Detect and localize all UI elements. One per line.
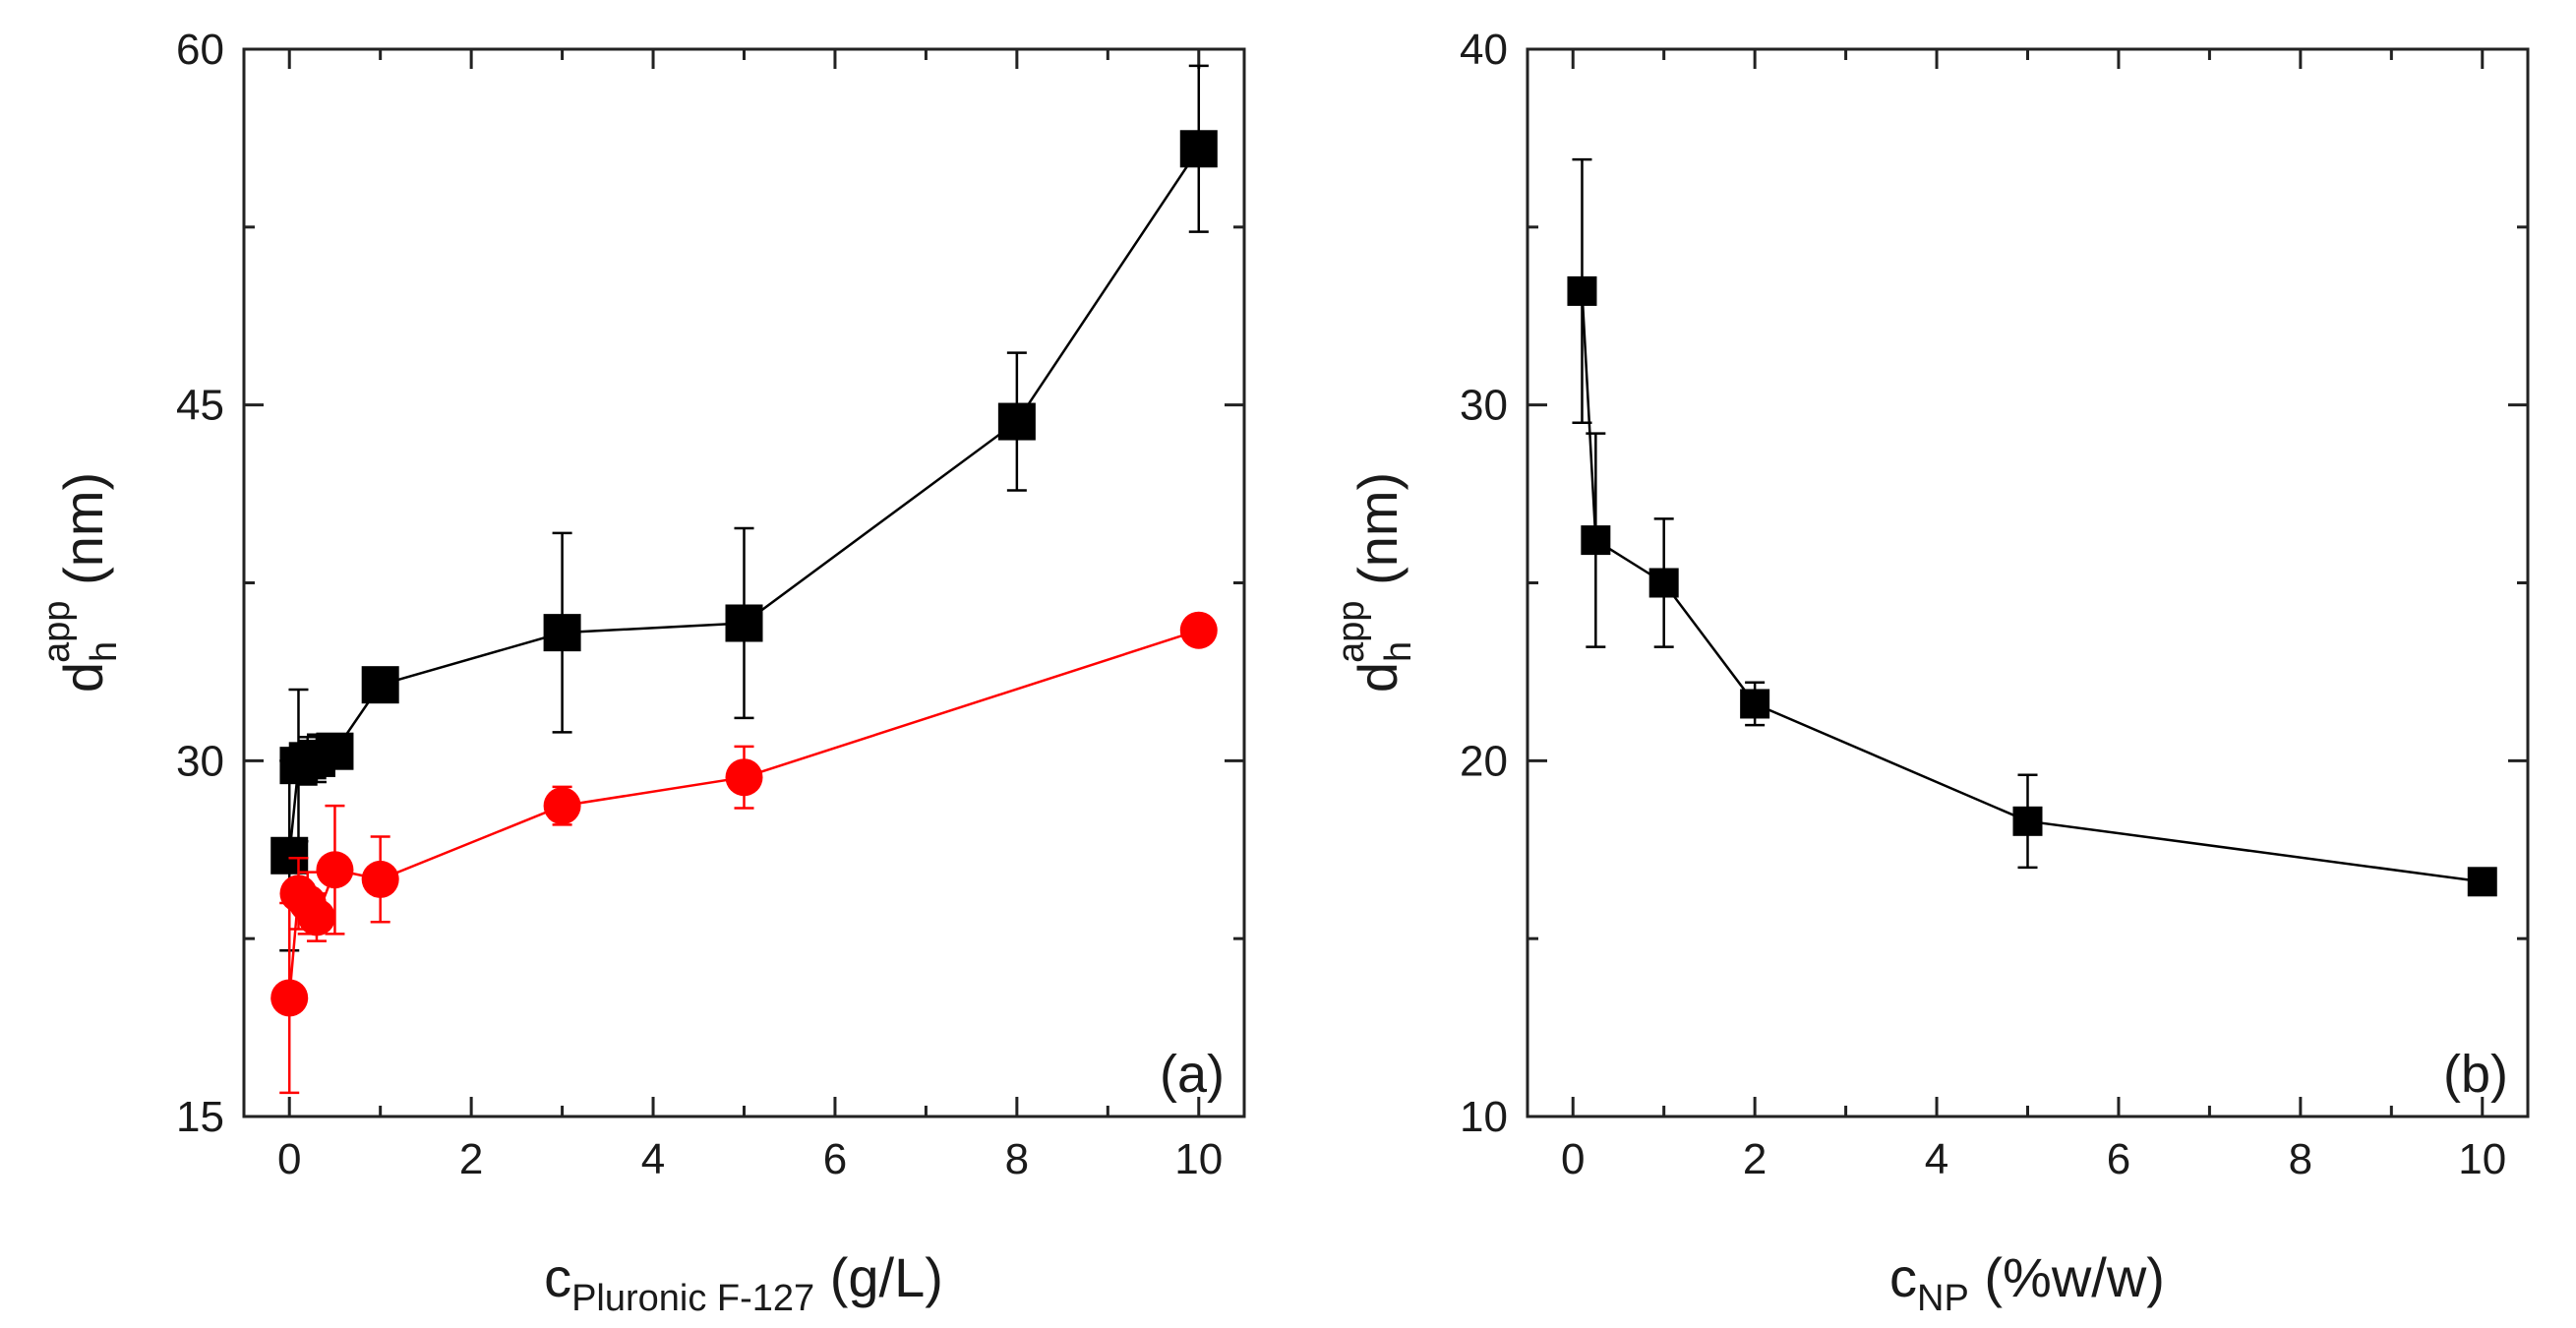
panel-b-x-tick-label: 6 <box>2107 1135 2130 1183</box>
panel-a-ticks: 0 2 4 6 8 10 15 30 45 60 <box>176 26 1244 1183</box>
panel-a-x-label-main: c <box>544 1246 571 1308</box>
panel-a-y-tick-label: 60 <box>176 26 224 74</box>
panel-a-series-red-circles-point <box>543 787 581 825</box>
panel-b-x-label-unit: (%w/w) <box>1969 1246 2165 1308</box>
svg-text:dhapp (nm): dhapp (nm) <box>1331 472 1419 693</box>
panel-b-series-black-squares-point <box>1648 568 1679 598</box>
panel-b-y-tick-label: 40 <box>1460 26 1508 74</box>
panel-b-ticks: 0 2 4 6 8 10 10 20 30 40 <box>1460 26 2528 1183</box>
panel-a-x-tick-label: 10 <box>1174 1135 1223 1183</box>
panel-b-x-axis-label: cNP (%w/w) <box>1889 1246 2165 1319</box>
panel-a-series-red-circles-point <box>270 979 309 1017</box>
panel-b-series-black-squares-point <box>1581 525 1611 556</box>
panel-b-x-tick-label: 4 <box>1925 1135 1948 1183</box>
panel-a-series-black-squares-point <box>316 732 354 770</box>
panel-b-y-label-unit: (nm) <box>1347 472 1408 601</box>
panel-a-x-tick-label: 2 <box>459 1135 483 1183</box>
panel-b-y-tick-label: 10 <box>1460 1093 1508 1141</box>
panel-a-y-label-sub: h <box>84 641 125 662</box>
panel-b-x-tick-label: 0 <box>1561 1135 1585 1183</box>
panel-b-series-black-squares-point <box>1740 689 1770 719</box>
panel-a-series-black-squares-point <box>997 402 1036 441</box>
panel-a-series-black-squares-point <box>361 666 399 704</box>
panel-b-y-label-sub: h <box>1378 641 1419 662</box>
panel-a-y-label-main: d <box>52 662 114 693</box>
panel-b-series-black-squares <box>1567 157 2497 897</box>
panel-a-series-red-circles-point <box>361 860 399 898</box>
panel-a-series-red-circles-point <box>1179 611 1218 649</box>
panel-a-y-tick-label: 15 <box>176 1093 224 1141</box>
panel-a-series-red-circles-point <box>316 851 354 889</box>
panel-b-series-black-squares-point <box>2012 806 2043 836</box>
panel-a-series-red-circles-point <box>297 898 335 936</box>
panel-b-x-label-main: c <box>1889 1246 1917 1308</box>
panel-a-series-black-squares-point <box>725 604 763 642</box>
panel-b-x-tick-label: 10 <box>2458 1135 2506 1183</box>
panel-a-series-red-circles <box>270 611 1218 1095</box>
panel-b-x-tick-label: 2 <box>1743 1135 1767 1183</box>
panel-a-series-red-circles-point <box>725 758 763 797</box>
panel-a-x-label-sub: Pluronic F-127 <box>571 1278 814 1319</box>
panel-a-series <box>270 64 1218 1095</box>
panel-a-x-tick-label: 0 <box>277 1135 301 1183</box>
panel-b-y-label-main: d <box>1347 662 1408 693</box>
panel-b-series <box>1567 157 2497 897</box>
panel-b-x-label-sub: NP <box>1917 1278 1969 1319</box>
panel-a-series-black-squares-point <box>543 614 581 652</box>
panel-a-y-tick-label: 45 <box>176 382 224 430</box>
panel-a-series-black-squares-point <box>270 836 309 875</box>
panel-b-y-axis-label: dhapp (nm) <box>1331 472 1419 693</box>
panel-a-y-tick-label: 30 <box>176 737 224 785</box>
panel-a-x-label-unit: (g/L) <box>814 1246 943 1308</box>
panel-b: 0 2 4 6 8 10 10 20 30 40 (b) cNP (%w/w) dhapp (nm… <box>1331 26 2530 1319</box>
panel-a-y-axis-label: dhapp (nm) <box>36 472 125 693</box>
svg-text:dhapp (nm): dhapp (nm) <box>36 472 125 693</box>
panel-a-x-tick-label: 6 <box>823 1135 847 1183</box>
panel-a-x-axis-label: cPluronic F-127 (g/L) <box>544 1246 943 1319</box>
panel-b-y-tick-label: 20 <box>1460 737 1508 785</box>
panel-a-y-label-sup: app <box>36 600 78 662</box>
panel-b-y-label-sup: app <box>1331 600 1372 662</box>
panel-b-series-black-squares-point <box>1567 275 1597 306</box>
panel-a: 0 2 4 6 8 10 15 30 45 60 (a) cPluronic F-127 (g/L… <box>36 26 1246 1319</box>
panel-a-series-black-squares <box>270 64 1218 952</box>
panel-b-series-black-squares-line <box>1581 290 2483 883</box>
panel-b-series-black-squares-point <box>2467 867 2497 897</box>
panel-b-y-tick-label: 30 <box>1460 382 1508 430</box>
panel-a-x-tick-label: 8 <box>1005 1135 1029 1183</box>
panel-b-label: (b) <box>2443 1045 2508 1104</box>
panel-a-y-label-unit: (nm) <box>52 472 114 601</box>
panel-a-label: (a) <box>1160 1045 1225 1104</box>
panel-a-x-tick-label: 4 <box>641 1135 665 1183</box>
panel-a-series-black-squares-point <box>1179 130 1218 168</box>
panel-b-x-tick-label: 8 <box>2289 1135 2312 1183</box>
